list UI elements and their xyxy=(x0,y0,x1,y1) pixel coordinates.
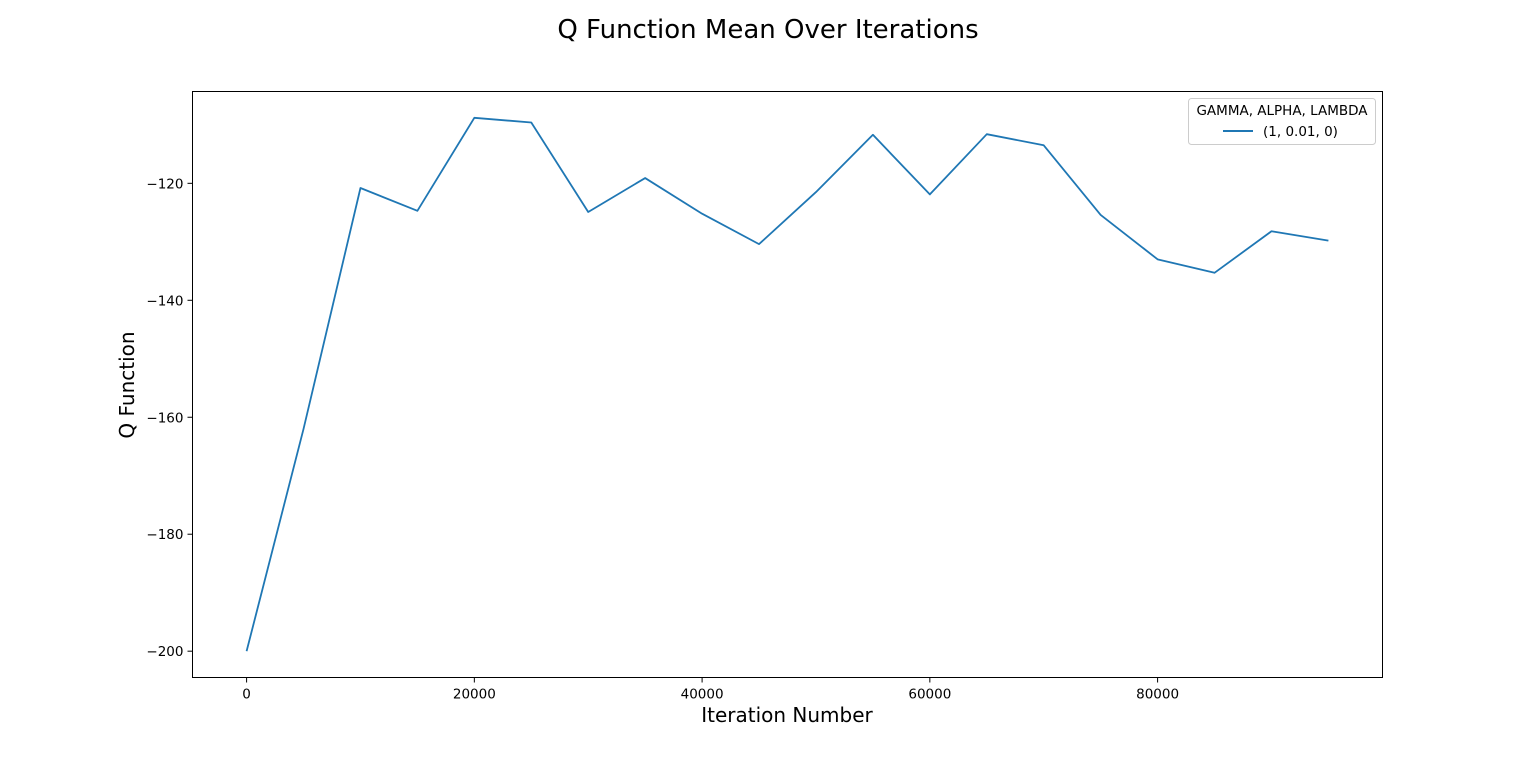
series-line xyxy=(245,116,1329,652)
y-axis-ticks: −200 −180 −160 −140 −120 xyxy=(146,176,193,660)
x-axis-label: Iteration Number xyxy=(701,703,873,727)
legend-box xyxy=(1188,98,1376,145)
plot-frame xyxy=(192,91,1383,678)
plot-area xyxy=(192,91,1383,678)
y-axis-label: Q Function xyxy=(115,331,139,438)
x-tick-label: 0 xyxy=(242,687,251,703)
y-tick-label: −120 xyxy=(146,176,183,192)
x-tick-label: 40000 xyxy=(681,687,724,703)
y-tick-label: −200 xyxy=(146,644,183,660)
plot-background xyxy=(192,91,1383,678)
y-tick-label: −140 xyxy=(146,293,183,309)
x-axis-ticks: 0 20000 40000 60000 80000 xyxy=(242,677,1179,703)
legend: GAMMA, ALPHA, LAMBDA (1, 0.01, 0) xyxy=(1188,98,1376,145)
chart-title: Q Function Mean Over Iterations xyxy=(557,15,978,45)
series-layer xyxy=(245,116,1329,652)
y-tick-label: −180 xyxy=(146,527,183,543)
legend-title: GAMMA, ALPHA, LAMBDA xyxy=(1196,103,1368,119)
legend-series-label: (1, 0.01, 0) xyxy=(1263,124,1338,140)
x-tick-label: 80000 xyxy=(1136,687,1179,703)
x-tick-label: 60000 xyxy=(908,687,951,703)
x-tick-label: 20000 xyxy=(453,687,496,703)
y-tick-label: −160 xyxy=(146,410,183,426)
